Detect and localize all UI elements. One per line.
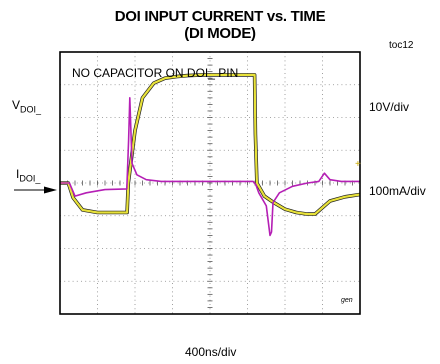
grid — [59, 51, 361, 315]
x-scale-label: 400ns/div — [185, 345, 237, 359]
current-scale-label: 100mA/div — [369, 184, 426, 198]
annotation: NO CAPACITOR ON DOI_ PIN — [72, 66, 239, 80]
current-ground-marker — [44, 186, 57, 194]
current-series-label: IDOI_ — [16, 167, 41, 184]
watermark: gen — [341, 297, 353, 304]
voltage-scale-label: 10V/div — [369, 100, 410, 114]
trigger-marker: + — [355, 159, 361, 170]
plot-frame — [59, 51, 361, 315]
voltage-trace — [60, 73, 361, 216]
traces — [60, 73, 361, 237]
current-trace — [60, 97, 360, 237]
figure-id: toc12 — [389, 40, 414, 51]
chart-title: DOI INPUT CURRENT vs. TIME — [114, 8, 326, 25]
voltage-series-label: VDOI_ — [12, 98, 42, 115]
chart-subtitle: (DI MODE) — [184, 25, 256, 42]
